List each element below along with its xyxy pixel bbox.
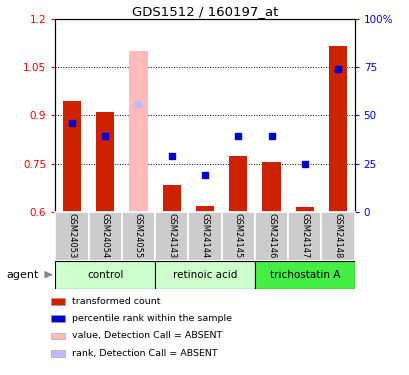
- Text: trichostatin A: trichostatin A: [269, 270, 339, 280]
- Text: GSM24053: GSM24053: [67, 213, 76, 258]
- Bar: [254, 212, 288, 261]
- Bar: [55, 212, 88, 261]
- Bar: [262, 162, 280, 212]
- Bar: [229, 156, 247, 212]
- Text: GSM24144: GSM24144: [200, 213, 209, 258]
- Bar: [51, 350, 65, 357]
- Bar: [155, 261, 254, 289]
- Text: GSM24148: GSM24148: [333, 213, 342, 258]
- Text: transformed count: transformed count: [72, 297, 160, 306]
- Text: agent: agent: [6, 270, 38, 280]
- Bar: [221, 212, 254, 261]
- Bar: [288, 212, 321, 261]
- Bar: [121, 212, 155, 261]
- Bar: [51, 333, 65, 339]
- Text: rank, Detection Call = ABSENT: rank, Detection Call = ABSENT: [72, 349, 217, 358]
- Bar: [254, 261, 354, 289]
- Bar: [88, 212, 121, 261]
- Bar: [162, 184, 180, 212]
- Text: GSM24145: GSM24145: [233, 213, 242, 258]
- Text: GSM24055: GSM24055: [134, 213, 143, 258]
- Bar: [328, 46, 346, 212]
- Bar: [188, 212, 221, 261]
- Bar: [295, 207, 313, 212]
- Bar: [51, 298, 65, 304]
- Text: percentile rank within the sample: percentile rank within the sample: [72, 314, 231, 323]
- Bar: [321, 212, 354, 261]
- Bar: [196, 206, 213, 212]
- Bar: [63, 101, 81, 212]
- Text: retinoic acid: retinoic acid: [172, 270, 237, 280]
- Text: GSM24143: GSM24143: [167, 213, 176, 258]
- Text: GSM24054: GSM24054: [101, 213, 110, 258]
- Text: GSM24147: GSM24147: [299, 213, 308, 258]
- Bar: [155, 212, 188, 261]
- Bar: [129, 51, 147, 212]
- Bar: [96, 112, 114, 212]
- Bar: [55, 261, 155, 289]
- Text: GSM24146: GSM24146: [266, 213, 275, 258]
- Bar: [51, 315, 65, 322]
- Text: value, Detection Call = ABSENT: value, Detection Call = ABSENT: [72, 332, 221, 340]
- Text: control: control: [87, 270, 123, 280]
- Title: GDS1512 / 160197_at: GDS1512 / 160197_at: [131, 4, 278, 18]
